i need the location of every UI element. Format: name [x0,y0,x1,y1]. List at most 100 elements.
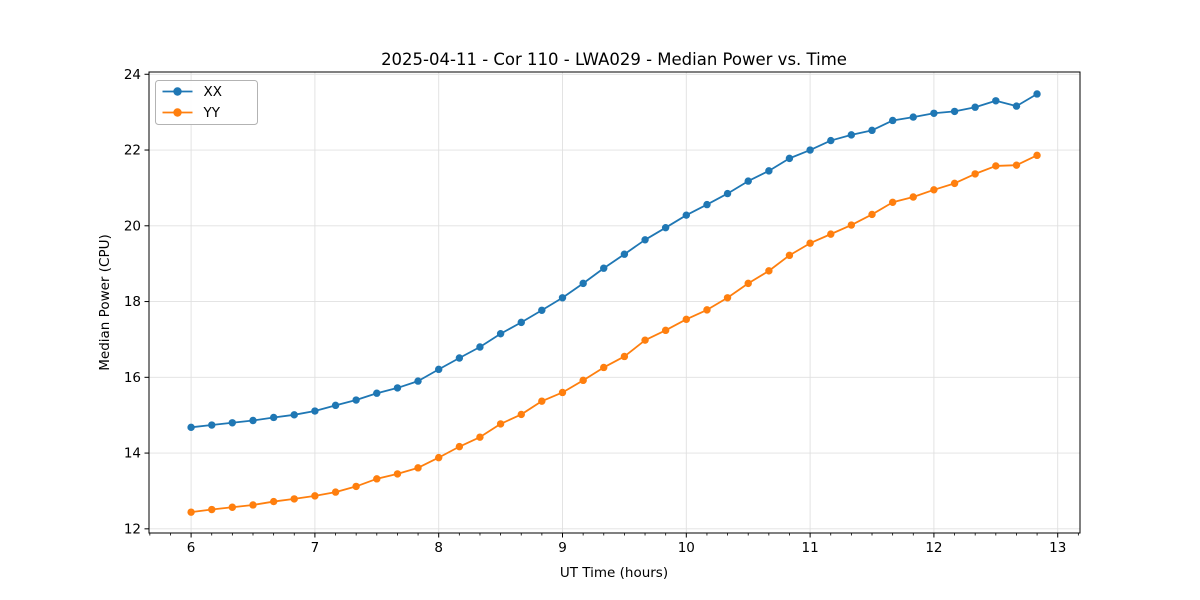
marker-XX [620,250,629,258]
y-tick-label: 22 [124,143,141,159]
marker-XX [455,354,464,362]
marker-YY [868,210,876,219]
marker-XX [661,223,670,232]
marker-YY [703,306,711,314]
marker-YY [641,336,649,344]
x-tick-label: 8 [434,540,443,556]
marker-YY [311,492,319,500]
marker-XX [847,131,856,139]
y-axis-label: Median Power (CPU) [97,234,113,370]
marker-XX [496,330,505,338]
x-tick-label: 13 [1049,540,1066,556]
marker-XX [538,306,546,314]
marker-XX [765,167,773,175]
marker-XX [868,126,876,135]
marker-YY [476,433,484,441]
marker-XX [269,413,278,422]
marker-YY [538,397,546,405]
marker-YY [930,186,938,194]
marker-XX [930,109,938,117]
y-tick-label: 18 [124,294,141,310]
marker-XX [290,411,298,419]
marker-YY [208,505,216,514]
marker-YY [950,179,959,188]
legend: XX YY [155,80,258,125]
x-tick-label: 6 [187,540,196,556]
marker-YY [1012,161,1021,169]
marker-YY [352,482,360,491]
marker-XX [517,318,525,327]
marker-YY [888,198,897,207]
marker-YY [847,221,856,229]
marker-XX [703,200,711,209]
y-tick-label: 24 [124,67,141,83]
marker-XX [311,407,319,415]
marker-XX [249,416,257,425]
marker-YY [827,230,835,238]
marker-YY [434,453,443,462]
marker-YY [373,475,381,483]
legend-marker-XX [173,87,182,96]
marker-YY [187,508,195,516]
marker-YY [765,267,773,275]
legend-label-XX: XX [204,84,223,100]
x-tick-label: 9 [558,540,567,556]
y-tick-label: 20 [124,218,141,234]
x-axis-label: UT Time (hours) [560,565,668,581]
marker-XX [827,136,835,145]
marker-YY [723,294,732,302]
marker-XX [476,343,484,351]
marker-XX [373,389,381,397]
marker-XX [600,264,608,272]
marker-YY [517,410,525,419]
marker-XX [971,103,979,111]
marker-YY [1033,151,1041,160]
marker-YY [620,352,629,361]
marker-XX [806,146,814,154]
marker-XX [888,116,897,125]
marker-XX [208,421,216,429]
marker-YY [682,315,691,324]
legend-label-YY: YY [203,105,221,121]
marker-XX [393,384,402,392]
marker-XX [228,419,237,427]
marker-YY [393,470,402,478]
marker-YY [579,376,587,385]
y-tick-label: 14 [124,446,141,462]
marker-YY [971,170,979,178]
x-tick-label: 11 [802,540,819,556]
marker-XX [434,365,443,374]
x-tick-label: 7 [311,540,320,556]
marker-YY [909,193,917,201]
marker-XX [785,154,794,163]
marker-XX [909,113,917,121]
marker-YY [249,501,257,509]
legend-marker-YY [173,108,182,117]
marker-XX [414,377,422,385]
x-tick-label: 12 [925,540,942,556]
marker-YY [228,503,237,511]
marker-XX [331,401,340,410]
chart-title: 2025-04-11 - Cor 110 - LWA029 - Median P… [381,50,847,69]
y-tick-label: 12 [124,521,141,537]
marker-XX [1033,90,1041,98]
marker-YY [455,442,464,451]
marker-XX [744,177,752,185]
marker-XX [992,97,1000,105]
marker-XX [641,236,649,244]
marker-XX [950,107,959,116]
marker-YY [661,326,670,335]
marker-YY [331,488,340,496]
marker-YY [414,464,422,472]
x-tick-label: 10 [678,540,695,556]
marker-YY [290,495,298,503]
y-tick-label: 16 [124,370,141,386]
marker-XX [187,423,195,432]
series-line-YY [190,154,1038,514]
axes-spines [148,71,1081,534]
marker-YY [806,239,814,247]
marker-XX [723,189,732,198]
marker-XX [579,279,587,288]
